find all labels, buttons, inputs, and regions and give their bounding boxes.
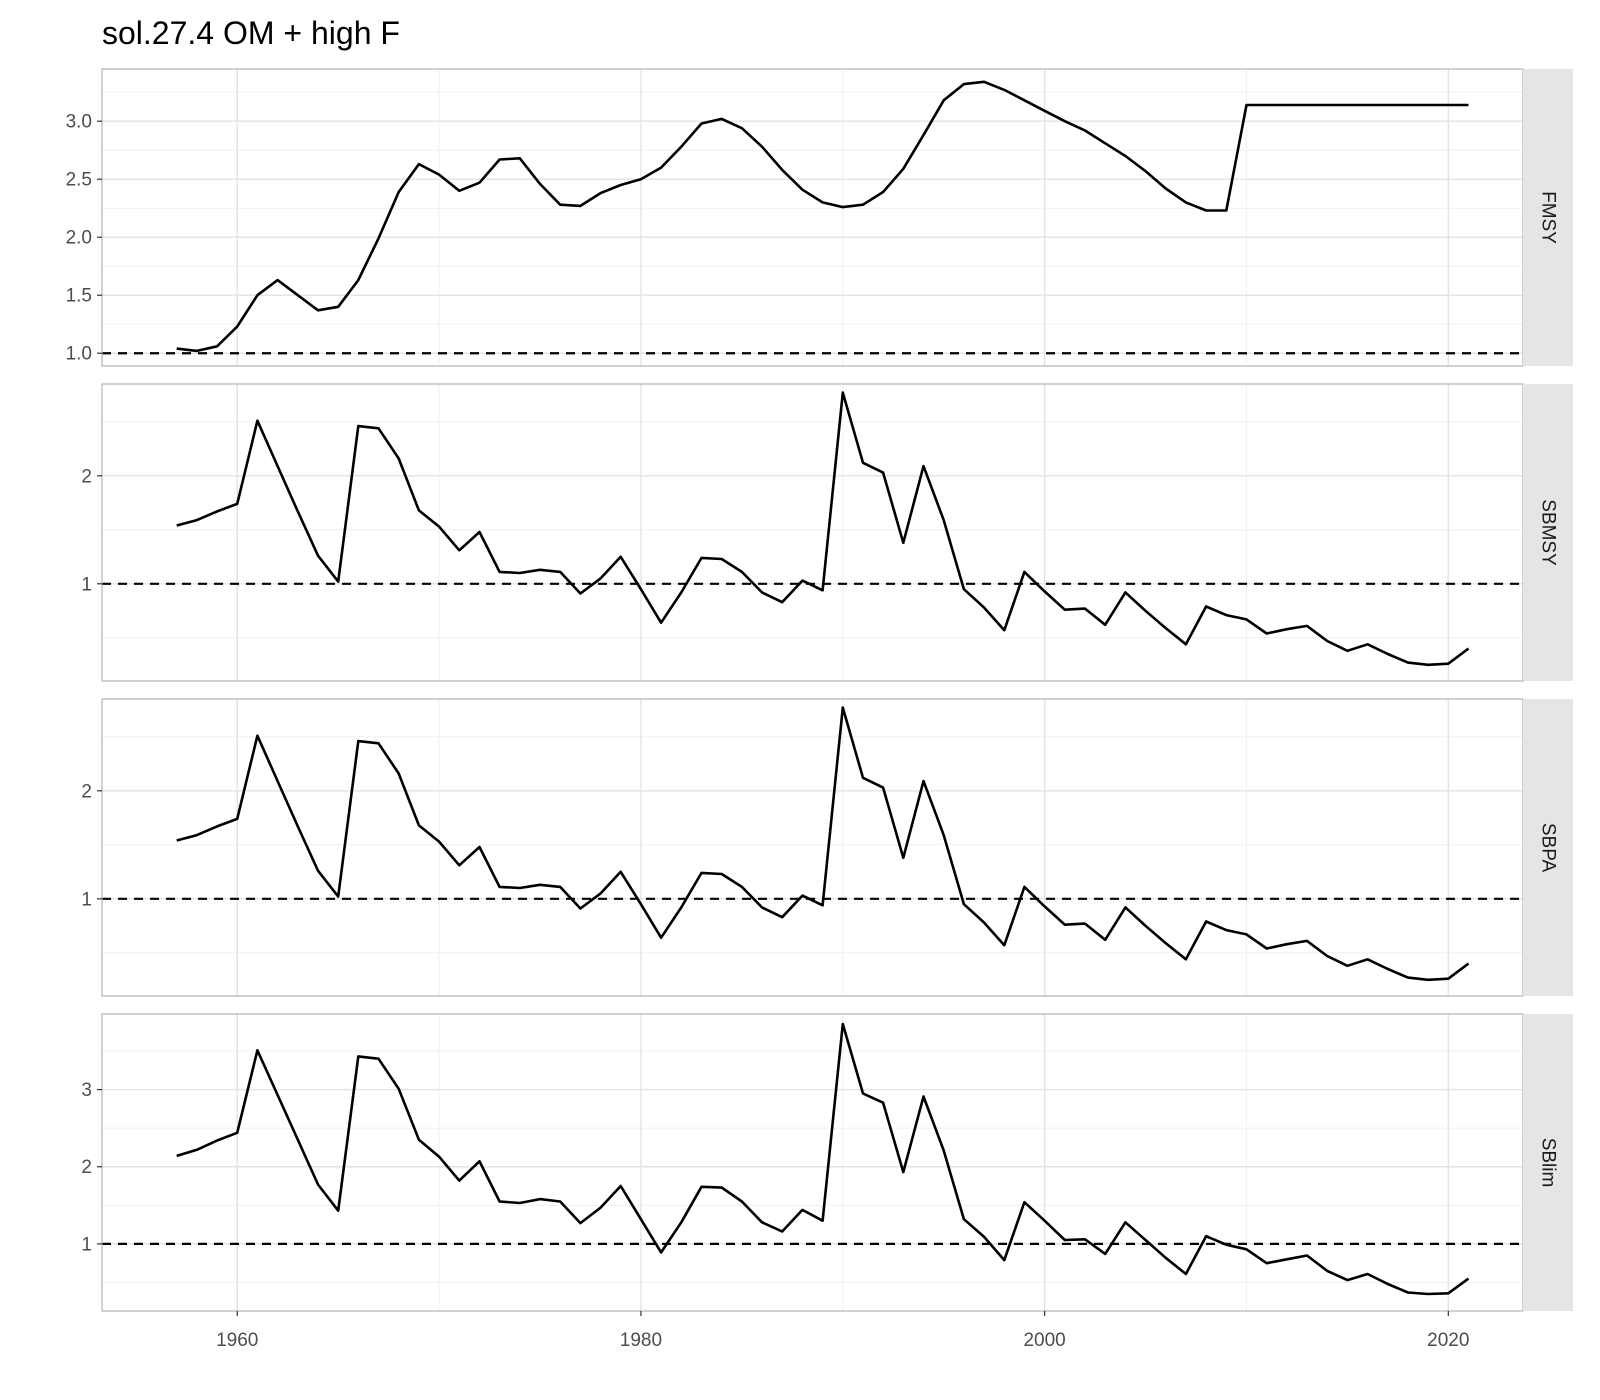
panel-sbmsy: 1 2 SBMSY	[81, 383, 1573, 682]
facet-panels: 1.0 1.5 2.0 2.5 3.0 FMSY 1 2 SBMSY 1 2 SBPA 1 2 3 SBlim…	[66, 68, 1573, 1351]
series-line-sbmsy	[176, 391, 1470, 667]
x-axis: 1960 1980 2000 2020	[216, 1311, 1469, 1351]
facet-strip	[1523, 699, 1573, 996]
panel-sblim: 1 2 3 SBlim	[81, 1013, 1573, 1312]
panel-fmsy: 1.0 1.5 2.0 2.5 3.0 FMSY	[66, 68, 1573, 367]
y-tick-label: 2	[81, 781, 92, 802]
y-tick-label: 1	[81, 1234, 92, 1255]
series-line-sbpa	[176, 706, 1470, 982]
facet-strip-label: SBlim	[1538, 1138, 1559, 1188]
y-tick-label: 1.5	[66, 286, 92, 307]
facet-strip-label: FMSY	[1538, 191, 1559, 244]
panel-background	[102, 384, 1523, 681]
chart-title: sol.27.4 OM + high F	[102, 15, 400, 51]
y-tick-label: 3	[81, 1080, 92, 1101]
facet-strip	[1523, 1014, 1573, 1311]
x-tick-label: 2000	[1023, 1330, 1065, 1351]
series-line-sblim	[176, 1022, 1470, 1296]
y-tick-label: 2	[81, 466, 92, 487]
y-tick-label: 1	[81, 889, 92, 910]
y-tick-label: 1.0	[66, 344, 92, 365]
panel-background	[102, 699, 1523, 996]
facet-strip-label: SBMSY	[1538, 499, 1559, 566]
panel-sbpa: 1 2 SBPA	[81, 698, 1573, 997]
x-tick-label: 1980	[620, 1330, 662, 1351]
panel-background	[102, 1014, 1523, 1311]
facet-strip-label: SBPA	[1538, 823, 1559, 873]
y-tick-label: 2.5	[66, 170, 92, 191]
facet-strip	[1523, 69, 1573, 366]
panel-background	[102, 69, 1523, 366]
x-tick-label: 2020	[1427, 1330, 1469, 1351]
y-tick-label: 2	[81, 1157, 92, 1178]
facet-strip	[1523, 384, 1573, 681]
x-tick-label: 1960	[216, 1330, 258, 1351]
series-line-fmsy	[176, 80, 1469, 353]
y-tick-label: 3.0	[66, 112, 92, 133]
y-tick-label: 2.0	[66, 228, 92, 249]
y-tick-label: 1	[81, 574, 92, 595]
